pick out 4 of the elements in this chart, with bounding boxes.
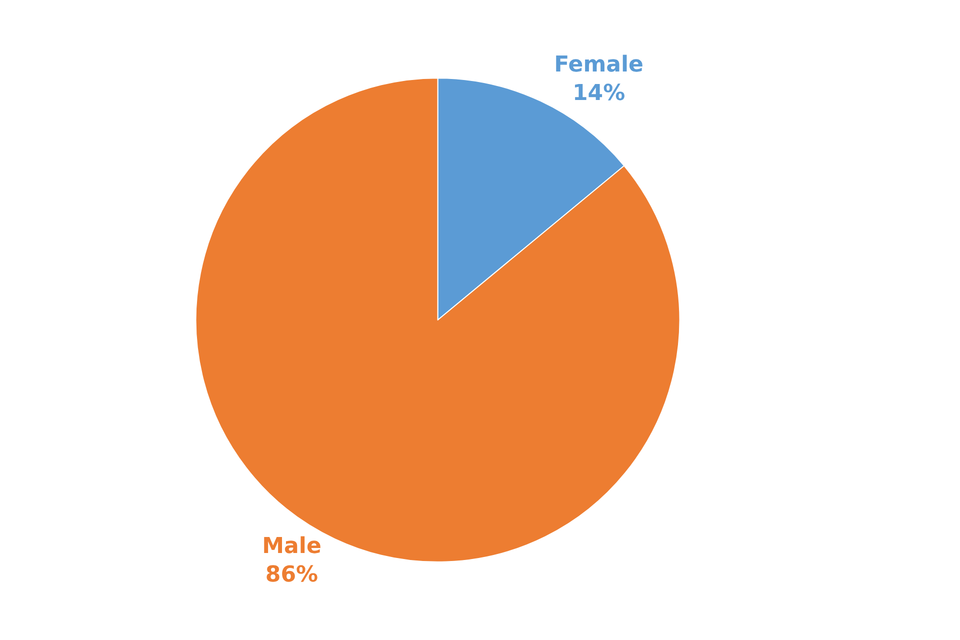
slice-label: Female (554, 52, 644, 78)
data-label: 86% (265, 562, 318, 588)
slice-label: Male (262, 534, 322, 560)
data-label: 14% (572, 80, 626, 106)
